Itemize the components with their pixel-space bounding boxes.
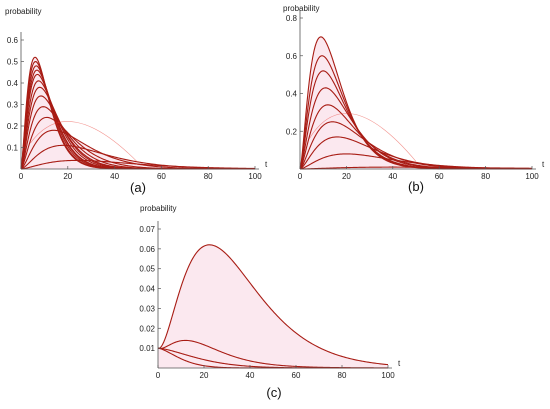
y-tick-label: 0.03: [139, 304, 155, 313]
x-tick-label: 40: [388, 172, 397, 181]
y-tick-label: 0.6: [286, 52, 298, 61]
series-line-1: [157, 244, 389, 366]
y-tick-label: 0.8: [286, 14, 298, 23]
highlight-stroke: [309, 113, 417, 162]
x-axis-title: t: [542, 160, 545, 169]
y-tick-label: 0.02: [139, 324, 155, 333]
x-tick-label: 60: [157, 172, 166, 181]
y-tick-label: 0.2: [7, 122, 19, 131]
panel-caption: (a): [130, 180, 146, 195]
highlight-stroke: [30, 121, 139, 163]
curve-fill-2: [158, 340, 388, 368]
x-tick-label: 40: [246, 371, 255, 380]
curve-fill-4: [158, 348, 388, 368]
y-tick-label: 0.1: [7, 144, 19, 153]
shading-group: [158, 244, 388, 368]
x-tick-label: 100: [525, 172, 539, 181]
x-tick-label: 20: [342, 172, 351, 181]
x-tick-label: 20: [200, 371, 209, 380]
x-tick-label: 0: [156, 371, 161, 380]
y-axis-title: probability: [283, 4, 319, 13]
x-tick-label: 80: [481, 172, 490, 181]
y-axis-title: probability: [5, 7, 41, 16]
curve-fill-3: [158, 348, 388, 368]
x-tick-label: 80: [204, 172, 213, 181]
panel-caption: (b): [408, 179, 424, 194]
y-tick-label: 0.4: [286, 90, 298, 99]
x-axis-title: t: [398, 359, 401, 368]
x-tick-label: 100: [381, 371, 395, 380]
curve-fill-1: [158, 244, 388, 368]
y-tick-label: 0.3: [7, 101, 19, 110]
series-line-2: [20, 144, 256, 170]
y-axis-title: probability: [140, 204, 176, 213]
x-tick-label: 60: [292, 371, 301, 380]
x-tick-label: 100: [248, 172, 262, 181]
chart-panel-1: 0 20 40 60 80 100 0.1 0.2 0.3 0.4 0.5 0.6 probabilit…: [5, 7, 268, 195]
y-tick-label: 0.01: [139, 344, 155, 353]
curve-fill-9: [300, 36, 532, 169]
y-tick-label: 0.04: [139, 285, 155, 294]
x-tick-label: 0: [298, 172, 303, 181]
shading-group: [300, 36, 532, 169]
x-tick-label: 60: [435, 172, 444, 181]
y-tick-label: 0.4: [7, 79, 19, 88]
x-tick-label: 0: [19, 172, 24, 181]
y-tick-label: 0.6: [7, 36, 19, 45]
chart-panel-3: 0 20 40 60 80 100 0.01 0.02 0.03 0.04 0.05 0.06 0.07…: [139, 204, 401, 400]
y-tick-label: 0.5: [7, 58, 19, 67]
x-axis-title: t: [265, 160, 268, 169]
curve-fill-13: [21, 57, 255, 170]
y-tick-label: 0.06: [139, 245, 155, 254]
y-tick-label: 0.2: [286, 127, 298, 136]
x-tick-label: 80: [338, 371, 347, 380]
x-tick-label: 20: [63, 172, 72, 181]
y-tick-label: 0.07: [139, 225, 155, 234]
y-tick-label: 0.05: [139, 265, 155, 274]
x-tick-label: 40: [110, 172, 119, 181]
panel-caption: (c): [266, 385, 281, 400]
